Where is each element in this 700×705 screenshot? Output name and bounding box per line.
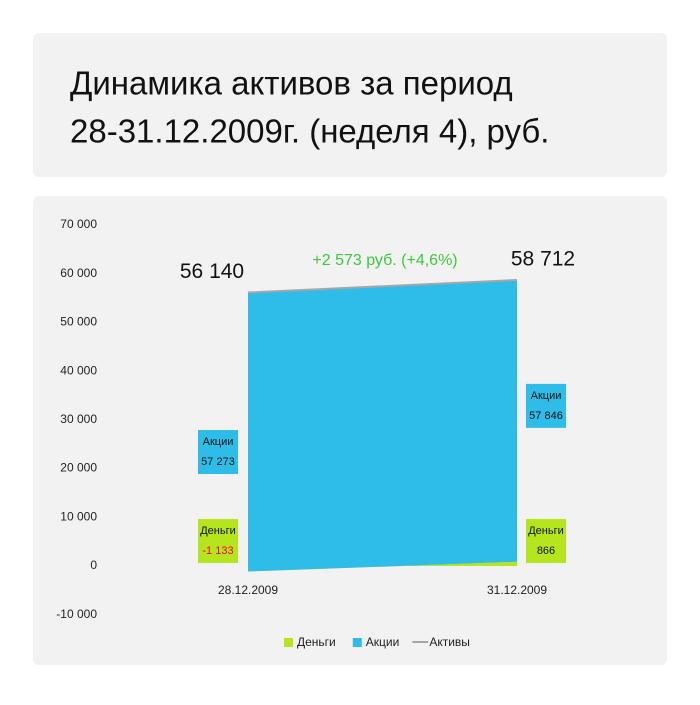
y-tick-label: 70 000 [60,217,97,231]
y-tick-label: 0 [90,558,97,572]
y-tick-label: 20 000 [60,461,97,475]
x-tick-label: 28.12.2009 [218,583,278,597]
legend-swatch [284,638,293,647]
total-label: 58 712 [511,248,575,271]
area [248,279,517,572]
annotation: +2 573 руб. (+4,6%) [312,252,457,269]
title-panel [33,33,667,177]
label-series-name: Акции [203,436,234,448]
chart-title-line: Динамика активов за период [70,65,513,102]
x-tick-label: 31.12.2009 [487,583,547,597]
label-box [526,383,566,428]
label-box [198,430,238,475]
label-series-name: Деньги [200,525,236,537]
label-series-name: Акции [531,390,562,402]
legend-label: Деньги [297,635,336,649]
y-tick-label: -10 000 [56,607,97,621]
total-label: 56 140 [180,260,244,283]
value-label: 57 846 [529,410,563,422]
legend-label: Активы [429,635,470,649]
line [247,278,518,294]
label-series-name: Деньги [528,525,564,537]
value-label: -1 133 [202,545,233,557]
label-box [526,518,566,563]
y-tick-label: 10 000 [60,509,97,523]
value-label: 866 [537,545,555,557]
value-label: 57 273 [201,456,235,468]
legend-swatch [352,638,362,647]
label-box [198,518,238,563]
y-tick-label: 60 000 [60,266,97,280]
y-tick-label: 50 000 [60,315,97,329]
chart-title-line: 28-31.12.2009г. (неделя 4), руб. [70,113,549,150]
y-tick-label: 30 000 [60,412,97,426]
legend-label: Акции [366,635,400,649]
y-tick-label: 40 000 [60,363,97,377]
